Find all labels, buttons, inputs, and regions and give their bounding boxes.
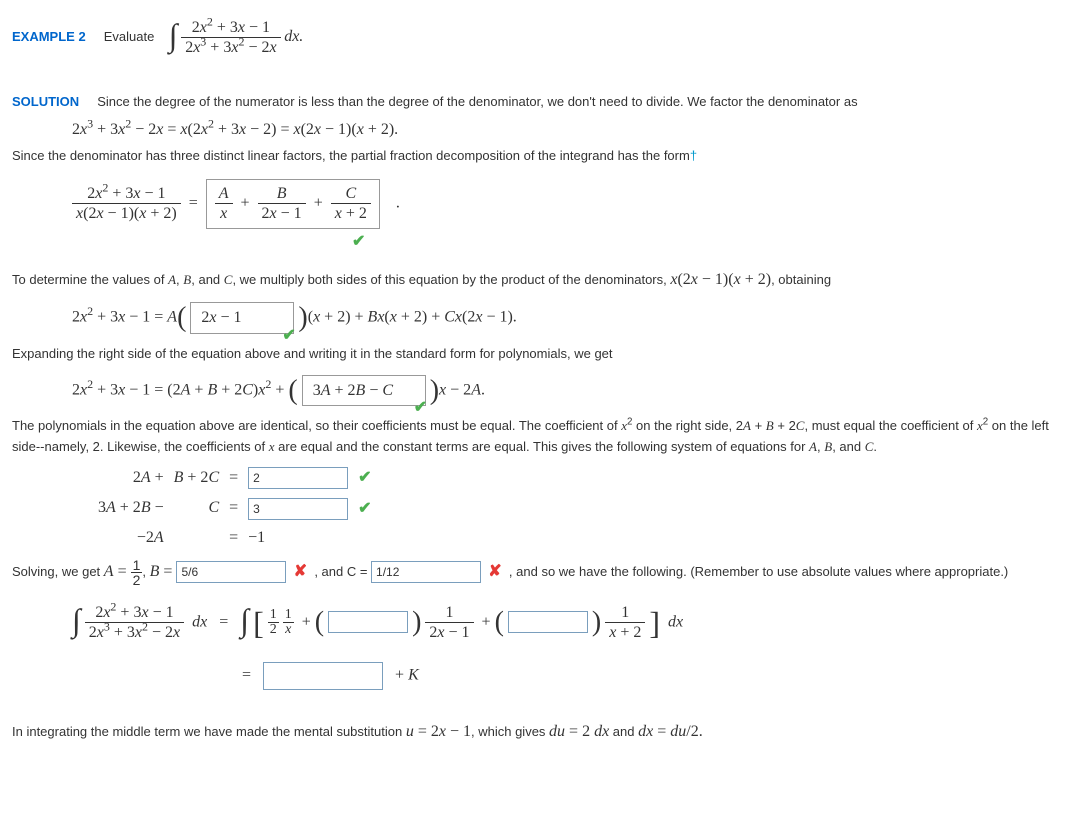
integral-sign-3: ∫ xyxy=(240,595,249,646)
check-icon-2: ✔ xyxy=(282,323,295,349)
pf-A-den: x xyxy=(215,204,233,223)
half-den: 2 xyxy=(131,573,143,587)
t6a: In integrating the middle term we have m… xyxy=(12,724,406,739)
pf-B: B xyxy=(258,184,306,204)
expand-row: 2x2 + 3x − 1 = (2A + B + 2C)x2 + ( 3A + … xyxy=(12,369,1080,413)
system-row: 2A + B + 2C = 2 ✔ 3A + 2B − C = 3 ✔ −2A … xyxy=(12,462,1080,554)
coef-C-input[interactable] xyxy=(508,611,588,633)
t5e: are equal and the constant terms are equ… xyxy=(275,439,810,454)
system-table: 2A + B + 2C = 2 ✔ 3A + 2B − C = 3 ✔ −2A … xyxy=(92,462,378,554)
text3b: , we multiply both sides of this equatio… xyxy=(232,272,670,287)
pf-C-den: x + 2 xyxy=(331,204,371,223)
text4: Expanding the right side of the equation… xyxy=(12,346,613,361)
pf-C: C xyxy=(331,184,371,204)
dx-text: dx. xyxy=(284,28,303,45)
solving-pre: Solving, we get xyxy=(12,564,104,579)
t5b: on the right side, xyxy=(632,418,735,433)
t5c: , must equal the coefficient of xyxy=(804,418,976,433)
prod-denoms: x(2x − 1)(x + 2) xyxy=(670,271,771,288)
text2-row: Since the denominator has three distinct… xyxy=(12,146,1080,167)
check-icon-3: ✔ xyxy=(414,395,427,421)
solving-post: , and so we have the following. (Remembe… xyxy=(509,564,1008,579)
problem-den: 2x3 + 3x2 − 2x xyxy=(185,39,276,56)
text2: Since the denominator has three distinct… xyxy=(12,148,690,163)
problem-num: 2x2 + 3x − 1 xyxy=(192,19,270,36)
factor-equation: 2x3 + 3x2 − 2x = x(2x2 + 3x − 2) = x(2x … xyxy=(12,117,1080,143)
t5a: The polynomials in the equation above ar… xyxy=(12,418,621,433)
text1: Since the degree of the numerator is les… xyxy=(97,94,857,109)
problem-fraction: 2x2 + 3x − 1 2x3 + 3x2 − 2x xyxy=(181,18,280,57)
half-num: 1 xyxy=(131,558,143,573)
pf-A: A xyxy=(215,184,233,204)
integral-sign-2: ∫ xyxy=(72,595,81,646)
text3-row: To determine the values of A, B, and C, … xyxy=(12,267,1080,293)
andC: , and C = xyxy=(314,564,371,579)
final-result-row: = + K xyxy=(12,652,1080,690)
pf-lhs: 2x2 + 3x − 1 x(2x − 1)(x + 2) xyxy=(72,184,181,223)
final-answer-input[interactable] xyxy=(263,662,383,690)
evaluate-text: Evaluate xyxy=(104,29,155,44)
text6-row: In integrating the middle term we have m… xyxy=(12,719,1080,745)
check-icon-4: ✔ xyxy=(358,465,371,491)
check-icon-5: ✔ xyxy=(358,496,371,522)
integral-sign: ∫ xyxy=(169,10,178,61)
solution-label: SOLUTION xyxy=(12,94,79,109)
sys-row1: 2A + B + 2C = 2 ✔ xyxy=(94,464,376,492)
solution-row: SOLUTION Since the degree of the numerat… xyxy=(12,92,1080,113)
eq-line-row: 2x2 + 3x − 1 = A( 2x − 1 ✔ )(x + 2) + Bx… xyxy=(12,296,1080,340)
sys-input1[interactable]: 2 xyxy=(248,467,348,489)
sys-row2: 3A + 2B − C = 3 ✔ xyxy=(94,494,376,522)
check-icon: ✔ xyxy=(352,229,365,255)
pf-B-den: 2x − 1 xyxy=(258,204,306,223)
t6b: , which gives xyxy=(471,724,549,739)
eq-box1[interactable]: 2x − 1 xyxy=(190,302,294,334)
pf-answer-box[interactable]: Ax + B2x − 1 + Cx + 2 xyxy=(206,179,380,228)
cross-icon-1: ✘ xyxy=(294,559,307,585)
t6c: and xyxy=(609,724,638,739)
text5-row: The polynomials in the equation above ar… xyxy=(12,416,1080,458)
solving-row: Solving, we get A = 12, B = 5/6 ✘ , and … xyxy=(12,558,1080,587)
B-input[interactable]: 5/6 xyxy=(176,561,286,583)
sys-input2[interactable]: 3 xyxy=(248,498,348,520)
partial-fraction-row: 2x2 + 3x − 1 x(2x − 1)(x + 2) = Ax + B2x… xyxy=(12,171,1080,263)
dagger-icon: † xyxy=(690,148,697,163)
abc: A xyxy=(168,272,176,287)
text3c: , obtaining xyxy=(771,272,831,287)
expand-box[interactable]: 3A + 2B − C xyxy=(302,375,426,407)
final-integral-row: ∫ 2x2 + 3x − 1 2x3 + 3x2 − 2x dx = ∫ [ 1… xyxy=(12,591,1080,648)
example-label: EXAMPLE 2 xyxy=(12,29,86,44)
example-header: EXAMPLE 2 Evaluate ∫ 2x2 + 3x − 1 2x3 + … xyxy=(12,12,1080,63)
sys-row3: −2A = −1 xyxy=(94,524,376,552)
cross-icon-2: ✘ xyxy=(488,559,501,585)
text3a: To determine the values of xyxy=(12,272,168,287)
text4-row: Expanding the right side of the equation… xyxy=(12,344,1080,365)
C-input[interactable]: 1/12 xyxy=(371,561,481,583)
coef-B-input[interactable] xyxy=(328,611,408,633)
